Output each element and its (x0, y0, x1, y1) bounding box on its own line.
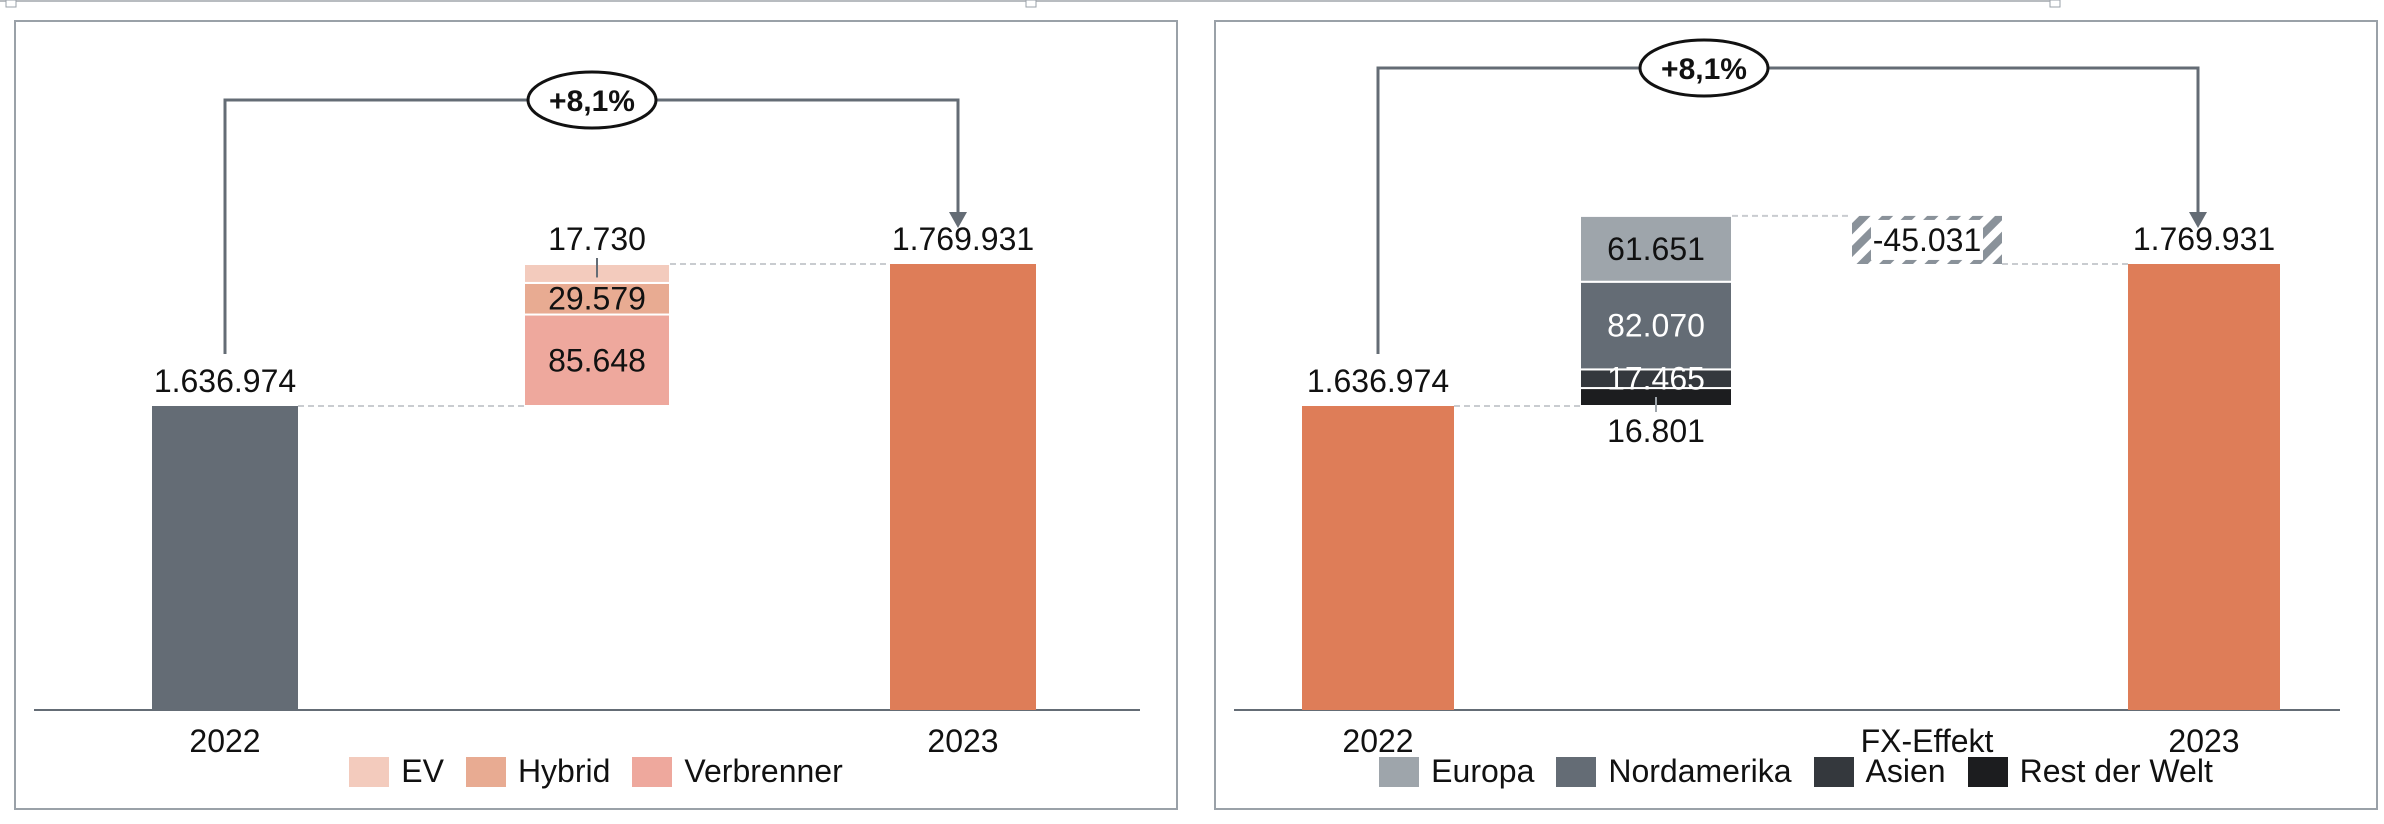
bar-segment-nordamerika (1579, 280, 1733, 371)
fx-label-bg (1871, 219, 1983, 260)
legend-label: Verbrenner (684, 753, 843, 789)
legend-drive: EV Hybrid Verbrenner (16, 753, 1176, 790)
legend-label: EV (401, 753, 444, 789)
legend-swatch (1556, 756, 1597, 787)
chart-panel-sales-by-region: 1.636.974 2022 16.801 17.465 82.070 61.651 -45… (1214, 20, 2378, 810)
x-tick-2023: 2023 (927, 723, 998, 759)
x-tick-2022: 2022 (189, 723, 260, 759)
segment-label-nordamerika: 82.070 (1607, 308, 1705, 344)
bar-fx-effect-value-label: -45.031 (1873, 222, 1982, 258)
bar-2022-value-label: 1.636.974 (154, 363, 296, 399)
growth-arrow-line (1376, 66, 2200, 354)
legend-item-europa: Europa (1379, 753, 1534, 790)
segment-label-asien: 17.465 (1607, 361, 1705, 397)
top-frame-line (0, 0, 2061, 8)
bar-segment-hybrid (523, 281, 671, 316)
growth-label: +8,1% (549, 85, 635, 118)
bar-2023-value-label: 1.769.931 (892, 221, 1034, 257)
legend-swatch (349, 756, 390, 787)
legend-swatch (632, 756, 673, 787)
legend-item-asien: Asien (1813, 753, 1946, 790)
bar-2023-value-label: 1.769.931 (2133, 221, 2275, 257)
growth-label: +8,1% (1661, 53, 1747, 86)
bar-2023 (890, 264, 1036, 710)
bar-2022 (1302, 406, 1454, 710)
legend-item-ev: EV (349, 753, 444, 790)
growth-badge (1638, 38, 1770, 98)
x-tick-fx-effekt: FX-Effekt (1861, 723, 1994, 759)
bar-segment-verbrenner (523, 313, 671, 408)
growth-arrow-head (949, 212, 967, 228)
legend-swatch (1379, 756, 1420, 787)
segment-label-ev: 17.730 (548, 221, 646, 257)
legend-label: Europa (1431, 753, 1535, 789)
legend-label: Rest der Welt (2019, 753, 2213, 789)
legend-label: Asien (1865, 753, 1946, 789)
legend-region: Europa Nordamerika Asien Rest der Welt (1216, 753, 2376, 790)
growth-badge (526, 70, 658, 130)
bar-2023 (2128, 264, 2280, 710)
waterfall-chart-drive: 1.636.974 2022 85.648 29.579 17.730 1.769.931… (34, 70, 1140, 759)
x-tick-2023: 2023 (2168, 723, 2239, 759)
bar-2022-value-label: 1.636.974 (1307, 363, 1449, 399)
segment-label-verbrenner: 85.648 (548, 342, 646, 378)
waterfall-chart-region: 1.636.974 2022 16.801 17.465 82.070 61.651 -45… (1234, 38, 2340, 759)
legend-swatch (1813, 756, 1854, 787)
bar-2022 (152, 406, 298, 710)
legend-item-verbrenner: Verbrenner (632, 753, 843, 790)
legend-item-hybrid: Hybrid (465, 753, 611, 790)
legend-label: Nordamerika (1608, 753, 1792, 789)
legend-swatch (465, 756, 506, 787)
legend-item-nordamerika: Nordamerika (1556, 753, 1792, 790)
legend-label: Hybrid (517, 753, 611, 789)
growth-arrow-head (2189, 212, 2207, 228)
segment-label-rest-der-welt: 16.801 (1607, 413, 1705, 449)
x-tick-2022: 2022 (1342, 723, 1413, 759)
legend-swatch (1967, 756, 2008, 787)
bar-segment-europa (1579, 214, 1733, 283)
segment-label-europa: 61.651 (1607, 231, 1705, 267)
chart-panel-sales-by-drive: 1.636.974 2022 85.648 29.579 17.730 1.769.931… (14, 20, 1178, 810)
legend-item-rest-der-welt: Rest der Welt (1967, 753, 2213, 790)
segment-label-hybrid: 29.579 (548, 281, 646, 317)
